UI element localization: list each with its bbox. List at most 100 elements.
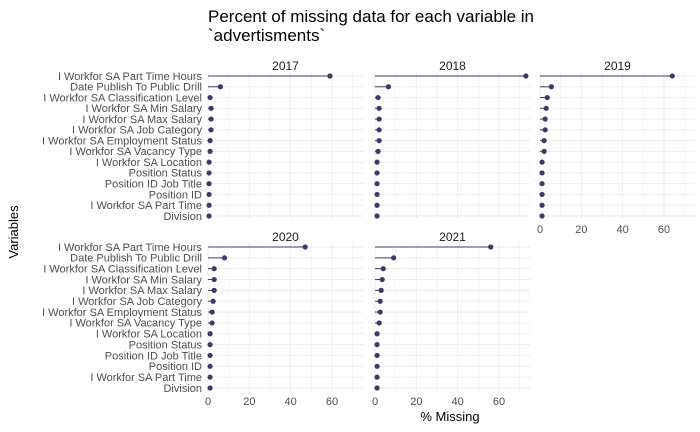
lollipop-point	[543, 105, 549, 111]
lollipop-point	[208, 116, 214, 122]
lollipop-point	[523, 73, 529, 79]
lollipop-point	[207, 385, 213, 391]
y-tick-label: I Workfor SA Part Time	[90, 200, 202, 212]
lollipop-point	[374, 191, 380, 198]
lollipop-point	[206, 191, 212, 198]
y-tick-label: Position Status	[129, 339, 203, 351]
lollipop-point	[541, 148, 547, 154]
lollipop-point	[374, 342, 380, 348]
lollipop-point	[327, 73, 333, 79]
lollipop-point	[374, 213, 380, 219]
y-tick-label: I Workfor SA Classification Level	[43, 263, 202, 275]
y-tick-label: Position ID	[149, 189, 202, 201]
y-tick-label: I Workfor SA Min Salary	[85, 103, 202, 115]
lollipop-point	[376, 320, 382, 326]
x-tick-label: 20	[575, 224, 587, 236]
y-tick-label: I Workfor SA Job Category	[72, 296, 203, 308]
facet-panel-2018: 2018	[374, 59, 530, 220]
y-tick-label: I Workfor SA Part Time	[90, 372, 202, 384]
lollipop-point	[207, 148, 213, 154]
y-tick-label: I Workfor SA Location	[96, 157, 202, 169]
x-tick-label: 0	[537, 224, 543, 236]
facet-panel-2021: 2021 0 20 40 60	[372, 230, 530, 408]
y-tick-label: I Workfor SA Location	[96, 329, 202, 341]
x-axis-title: % Missing	[420, 409, 479, 424]
lollipop-point	[385, 84, 392, 90]
lollipop-point	[548, 84, 554, 90]
x-tick-label: 40	[452, 396, 464, 408]
y-tick-label: Date Publish To Public Drill	[70, 82, 202, 94]
y-tick-label: Date Publish To Public Drill	[70, 253, 202, 265]
lollipop-point	[207, 342, 213, 348]
lollipop-point	[221, 255, 228, 261]
lollipop-point	[376, 105, 382, 111]
lollipop-point	[539, 191, 545, 198]
lollipop-point	[376, 127, 382, 133]
lollipop-point	[544, 94, 550, 101]
lollipop-point	[542, 116, 548, 122]
lollipop-point	[542, 127, 548, 133]
x-tick-label: 60	[326, 396, 338, 408]
lollipop-point	[380, 266, 386, 272]
lollipop-point	[375, 148, 381, 154]
lollipop-point	[206, 159, 212, 165]
lollipop-point	[211, 276, 217, 283]
lollipop-point	[210, 298, 216, 304]
lollipop-point	[539, 159, 545, 165]
lollipop-point	[302, 244, 308, 250]
facet-label: 2021	[439, 230, 466, 244]
lollipop-point	[206, 170, 212, 176]
lollipop-point	[374, 374, 380, 380]
lollipop-point	[539, 181, 545, 187]
y-tick-label: I Workfor SA Min Salary	[85, 274, 202, 286]
lollipop-point	[539, 170, 545, 176]
y-tick-label: Division	[163, 383, 202, 395]
x-tick-label: 0	[205, 396, 211, 408]
y-tick-label: I Workfor SA Employment Status	[42, 307, 202, 319]
x-tick-label: 40	[617, 224, 629, 236]
lollipop-point	[374, 363, 380, 369]
x-tick-label: 60	[658, 224, 670, 236]
lollipop-point	[207, 374, 213, 380]
x-tick-label: 60	[493, 396, 505, 408]
lollipop-point	[206, 213, 212, 219]
lollipop-point	[211, 287, 217, 293]
lollipop-point	[211, 266, 217, 272]
lollipop-point	[206, 181, 212, 187]
lollipop-point	[378, 287, 384, 293]
lollipop-point	[391, 255, 397, 261]
y-tick-label: Position ID Job Title	[105, 178, 202, 190]
lollipop-point	[374, 170, 380, 176]
lollipop-point	[374, 202, 380, 208]
lollipop-point	[376, 138, 382, 144]
chart-title-line-1: Percent of missing data for each variabl…	[208, 7, 534, 26]
x-tick-label: 20	[243, 396, 255, 408]
y-tick-label: I Workfor SA Vacancy Type	[69, 146, 202, 158]
x-tick-label: 40	[285, 396, 297, 408]
y-tick-label: I Workfor SA Classification Level	[43, 92, 202, 104]
lollipop-point	[541, 138, 547, 144]
lollipop-point	[488, 244, 494, 250]
y-tick-label: I Workfor SA Part Time Hours	[58, 242, 203, 254]
y-tick-label: Position ID	[149, 361, 202, 373]
lollipop-point	[207, 138, 213, 144]
lollipop-point	[206, 202, 212, 208]
y-tick-label: I Workfor SA Part Time Hours	[58, 71, 203, 83]
y-tick-label: Position ID Job Title	[105, 350, 202, 362]
facet-label: 2017	[272, 59, 299, 73]
facet-label: 2020	[272, 230, 299, 244]
lollipop-point	[207, 94, 213, 101]
lollipop-point	[207, 363, 213, 369]
facet-label: 2019	[604, 59, 631, 73]
y-tick-label: Division	[163, 211, 202, 223]
facet-panel-2019: 2019 0 20 40 60	[537, 59, 695, 236]
lollipop-point	[209, 320, 215, 326]
lollipop-point	[377, 309, 383, 315]
x-tick-label: 0	[372, 396, 378, 408]
lollipop-point	[207, 352, 213, 359]
lollipop-point	[374, 385, 380, 391]
